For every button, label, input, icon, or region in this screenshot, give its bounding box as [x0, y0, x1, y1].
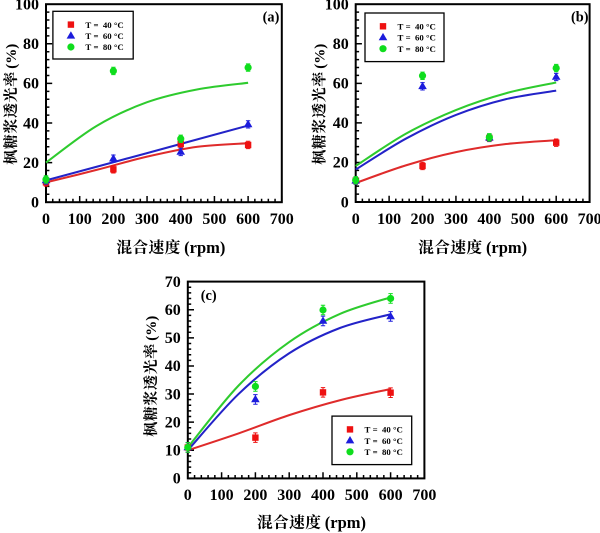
svg-text:40: 40	[333, 115, 349, 132]
svg-text:60: 60	[23, 76, 39, 93]
svg-text:400: 400	[477, 211, 501, 228]
svg-text:T = 40 °C: T = 40 °C	[365, 425, 403, 435]
svg-text:30: 30	[165, 386, 181, 403]
svg-text:80: 80	[23, 36, 39, 53]
svg-text:T = 60 °C: T = 60 °C	[398, 33, 436, 43]
svg-text:0: 0	[184, 487, 192, 504]
svg-text:0: 0	[352, 211, 360, 228]
svg-text:T = 40 °C: T = 40 °C	[85, 20, 123, 30]
svg-text:100: 100	[210, 487, 234, 504]
svg-text:60: 60	[333, 76, 349, 93]
svg-text:(%): (%)	[144, 316, 160, 341]
svg-text:T = 80 °C: T = 80 °C	[365, 447, 403, 457]
svg-text:0: 0	[31, 195, 39, 212]
svg-text:100: 100	[325, 0, 349, 14]
svg-text:500: 500	[511, 211, 535, 228]
svg-text:10: 10	[165, 443, 181, 460]
svg-text:T = 60 °C: T = 60 °C	[85, 31, 123, 41]
svg-text:(b): (b)	[571, 9, 589, 25]
svg-text:T = 40 °C: T = 40 °C	[398, 22, 436, 32]
svg-text:(rpm): (rpm)	[325, 513, 366, 532]
svg-text:300: 300	[277, 487, 301, 504]
svg-text:300: 300	[135, 211, 159, 228]
svg-text:400: 400	[169, 211, 193, 228]
svg-text:100: 100	[15, 0, 39, 14]
svg-text:(c): (c)	[201, 288, 217, 304]
svg-text:(rpm): (rpm)	[486, 238, 527, 257]
svg-text:300: 300	[444, 211, 468, 228]
svg-text:20: 20	[23, 155, 39, 172]
svg-text:0: 0	[42, 211, 50, 228]
svg-text:100: 100	[68, 211, 92, 228]
svg-text:80: 80	[333, 36, 349, 53]
svg-text:500: 500	[202, 211, 226, 228]
svg-text:50: 50	[165, 330, 181, 347]
svg-text:500: 500	[345, 487, 369, 504]
svg-text:(rpm): (rpm)	[184, 238, 225, 257]
svg-text:600: 600	[236, 211, 260, 228]
svg-text:20: 20	[333, 155, 349, 172]
svg-text:60: 60	[165, 302, 181, 319]
svg-text:40: 40	[23, 115, 39, 132]
svg-text:20: 20	[165, 414, 181, 431]
svg-text:200: 200	[243, 487, 267, 504]
svg-text:700: 700	[578, 211, 600, 228]
svg-text:70: 70	[165, 274, 181, 291]
svg-text:200: 200	[411, 211, 435, 228]
svg-text:T = 80 °C: T = 80 °C	[398, 44, 436, 54]
svg-text:600: 600	[379, 487, 403, 504]
svg-text:40: 40	[165, 358, 181, 375]
svg-text:T = 80 °C: T = 80 °C	[85, 42, 123, 52]
svg-text:(%): (%)	[4, 44, 20, 69]
svg-text:(%): (%)	[312, 44, 328, 69]
svg-text:100: 100	[377, 211, 401, 228]
svg-text:0: 0	[341, 194, 349, 211]
svg-text:(a): (a)	[263, 9, 280, 25]
svg-text:400: 400	[311, 487, 335, 504]
svg-text:600: 600	[544, 211, 568, 228]
svg-text:0: 0	[173, 471, 181, 488]
svg-text:200: 200	[101, 211, 125, 228]
svg-text:700: 700	[270, 211, 294, 228]
svg-text:T = 60 °C: T = 60 °C	[365, 436, 403, 446]
svg-text:700: 700	[412, 487, 436, 504]
